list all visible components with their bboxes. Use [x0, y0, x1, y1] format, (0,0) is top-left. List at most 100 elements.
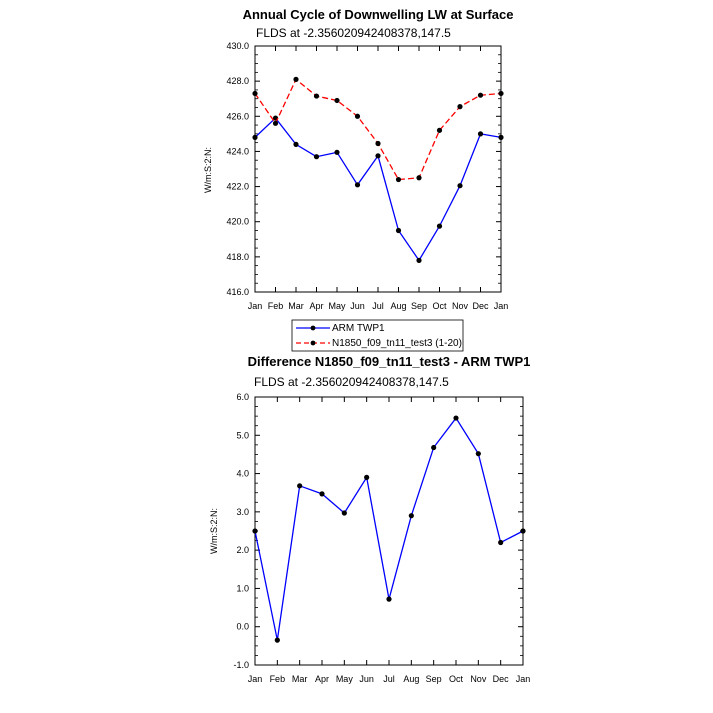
data-point — [252, 90, 258, 97]
x-tick-label: Jan — [516, 674, 531, 684]
data-point — [293, 76, 299, 82]
chart1-subtitle: FLDS at -2.356020942408378,147.5 — [256, 26, 451, 40]
x-tick-label: Mar — [292, 674, 308, 684]
chart1-series — [252, 76, 504, 263]
data-point — [375, 140, 381, 147]
data-point — [341, 510, 347, 516]
chart2-subtitle: FLDS at -2.356020942408378,147.5 — [254, 375, 449, 389]
legend-box — [291, 319, 464, 352]
y-tick-label: 4.0 — [236, 469, 249, 479]
x-tick-label: Oct — [449, 674, 464, 684]
y-tick-label: 5.0 — [236, 430, 249, 440]
x-tick-label: Jun — [350, 301, 365, 311]
data-point — [272, 120, 279, 126]
data-point — [313, 93, 320, 99]
chart2-title: Difference N1850_f09_tn11_test3 - ARM TW… — [248, 354, 531, 369]
series-line-1 — [254, 416, 524, 641]
data-point — [313, 154, 320, 160]
legend-label-model: N1850_f09_tn11_test3 (1-20) — [332, 338, 462, 349]
data-point — [498, 90, 504, 97]
y-tick-label: 6.0 — [236, 392, 249, 402]
y-tick-label: 2.0 — [236, 545, 249, 555]
data-point — [375, 153, 381, 159]
data-point — [364, 474, 370, 480]
data-point — [498, 539, 504, 546]
data-point — [453, 415, 459, 421]
y-tick-label: 426.0 — [226, 111, 249, 121]
series-line-1 — [254, 117, 502, 262]
x-tick-label: Aug — [403, 674, 419, 684]
data-point — [520, 528, 526, 534]
x-tick-label: Oct — [432, 301, 447, 311]
x-tick-label: Jun — [359, 674, 374, 684]
y-tick-label: 420.0 — [226, 217, 249, 227]
x-tick-label: Dec — [472, 301, 489, 311]
data-point — [395, 176, 402, 183]
y-tick-label: 416.0 — [226, 287, 249, 297]
data-point — [498, 134, 504, 140]
x-tick-label: Jan — [248, 301, 263, 311]
y-tick-label: 424.0 — [226, 146, 249, 156]
data-point — [297, 483, 303, 489]
x-tick-label: Jan — [248, 674, 263, 684]
chart-annual-cycle: Annual Cycle of Downwelling LW at Surfac… — [203, 7, 514, 352]
chart1-plot-frame — [254, 45, 502, 293]
legend-label-arm: ARM TWP1 — [332, 323, 385, 334]
data-point — [436, 127, 443, 133]
x-tick-label: Sep — [411, 301, 427, 311]
x-tick-label: Jul — [383, 674, 395, 684]
y-tick-label: 1.0 — [236, 583, 249, 593]
x-tick-label: Nov — [452, 301, 469, 311]
x-tick-label: Feb — [270, 674, 286, 684]
data-point — [334, 149, 340, 155]
x-tick-label: Apr — [309, 301, 323, 311]
x-tick-label: May — [328, 301, 346, 311]
series-line-2 — [254, 78, 502, 181]
y-tick-label: 428.0 — [226, 76, 249, 86]
x-tick-label: Jan — [494, 301, 509, 311]
data-point — [457, 183, 463, 189]
y-tick-label: 418.0 — [226, 252, 249, 262]
data-point — [319, 491, 325, 497]
data-point — [416, 175, 422, 181]
x-tick-label: Aug — [390, 301, 406, 311]
data-point — [252, 528, 258, 534]
x-tick-label: Sep — [426, 674, 442, 684]
chart1-legend: ARM TWP1 N1850_f09_tn11_test3 (1-20) — [291, 319, 464, 352]
data-point — [334, 97, 340, 104]
y-tick-label: -1.0 — [233, 660, 249, 670]
data-point — [431, 444, 437, 451]
data-point — [293, 141, 299, 147]
chart1-y-axis-label: W/m:S:2:N: — [203, 147, 213, 193]
data-point — [274, 637, 280, 643]
x-tick-label: Dec — [493, 674, 510, 684]
legend-marker-arm — [310, 325, 316, 331]
chart2-y-axis-label: W/m:S:2:N: — [209, 508, 219, 554]
data-point — [475, 451, 481, 457]
chart-difference: Difference N1850_f09_tn11_test3 - ARM TW… — [209, 354, 530, 684]
data-point — [408, 513, 414, 519]
chart2-series — [252, 415, 526, 643]
x-tick-label: Apr — [315, 674, 329, 684]
x-tick-label: May — [336, 674, 354, 684]
data-point — [416, 257, 422, 263]
chart1-title: Annual Cycle of Downwelling LW at Surfac… — [243, 7, 514, 22]
x-tick-label: Mar — [288, 301, 304, 311]
data-point — [436, 223, 443, 229]
data-point — [386, 596, 392, 602]
x-tick-label: Feb — [268, 301, 284, 311]
data-point — [395, 227, 402, 234]
data-point — [354, 113, 361, 119]
y-tick-label: 3.0 — [236, 507, 249, 517]
chart2-plot-frame — [254, 396, 524, 666]
data-point — [477, 92, 484, 98]
legend-marker-model — [310, 340, 316, 346]
data-point — [477, 131, 484, 137]
chart1-axes: 416.0 418.0 420.0 422.0 424.0 426.0 428.0 430.0… — [226, 41, 508, 311]
data-point — [457, 104, 463, 110]
data-point — [354, 182, 361, 188]
data-point — [252, 134, 258, 140]
y-tick-label: 430.0 — [226, 41, 249, 51]
x-tick-label: Nov — [470, 674, 487, 684]
